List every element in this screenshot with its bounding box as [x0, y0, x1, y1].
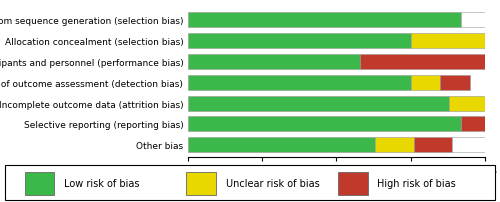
- Bar: [188, 13, 461, 28]
- FancyBboxPatch shape: [24, 173, 54, 195]
- Bar: [452, 138, 485, 153]
- Bar: [188, 75, 410, 90]
- Bar: [410, 34, 485, 49]
- Bar: [188, 117, 461, 132]
- Bar: [360, 55, 485, 69]
- Bar: [450, 96, 485, 111]
- Bar: [188, 96, 450, 111]
- Text: Unclear risk of bias: Unclear risk of bias: [226, 179, 320, 188]
- Bar: [410, 75, 440, 90]
- Bar: [440, 75, 470, 90]
- FancyBboxPatch shape: [338, 173, 368, 195]
- Bar: [461, 117, 485, 132]
- Bar: [188, 55, 360, 69]
- Bar: [375, 138, 414, 153]
- Text: High risk of bias: High risk of bias: [378, 179, 456, 188]
- FancyBboxPatch shape: [5, 166, 495, 200]
- FancyBboxPatch shape: [186, 173, 216, 195]
- Bar: [414, 138, 453, 153]
- Bar: [188, 138, 375, 153]
- Text: Low risk of bias: Low risk of bias: [64, 179, 140, 188]
- Bar: [188, 34, 410, 49]
- Bar: [461, 13, 485, 28]
